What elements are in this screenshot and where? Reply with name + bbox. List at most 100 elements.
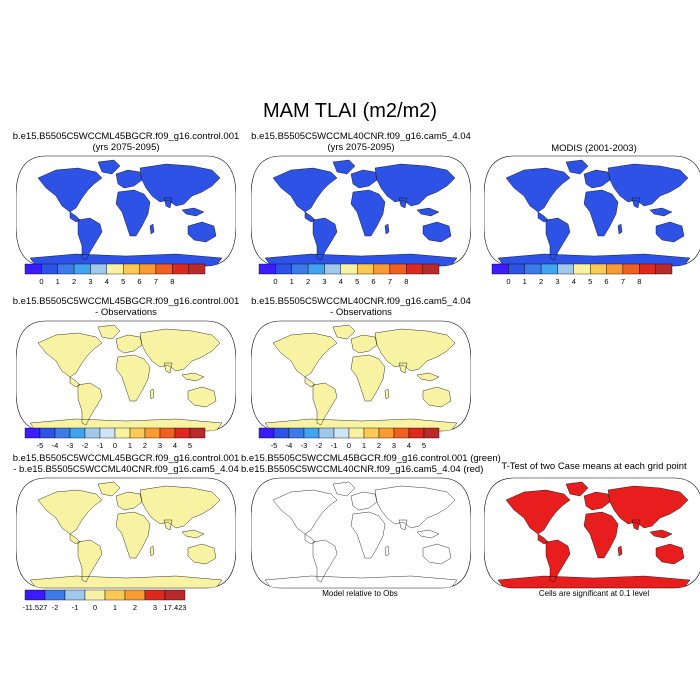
colorbar-swatch [273,427,290,439]
colorbar-label: 2 [377,441,381,450]
colorbar-label: -1 [331,441,338,450]
colorbar-label: -3 [301,441,308,450]
colorbar-swatch [54,427,71,439]
colorbar-swatch [99,427,116,439]
colorbar-swatch [159,427,176,439]
colorbar-swatch [508,263,525,275]
colorbar-label: 5 [355,277,359,286]
colorbar-swatch [174,427,191,439]
colorbar-swatch [606,263,624,275]
colorbar-label: 2 [539,277,543,286]
colorbar-swatch [540,263,558,275]
colorbar-label: 3 [322,277,326,286]
panel-title: T-Test of two Case means at each grid po… [501,461,687,472]
map-cam5-minus-obs [251,320,471,432]
panel-model-relative-to-obs: b.e15.B5505C5WCCML45BGCR.f09_g16.control… [241,453,501,593]
colorbar-swatch [90,263,108,275]
colorbar-label: 5 [121,277,125,286]
colorbar-label: 5 [188,441,192,450]
colorbar-swatch [291,263,309,275]
panel-title: b.e15.B5505C5WCCML40CNR.f09_g16.cam5_4.0… [251,296,471,318]
colorbar-label: 0 [506,277,510,286]
panel-control-abs: b.e15.B5505C5WCCML45BGCR.f09_g16.control… [13,131,239,271]
colorbar-label: 5 [422,441,426,450]
panel-control-minus-obs: b.e15.B5505C5WCCML45BGCR.f09_g16.control… [13,296,239,436]
colorbar-label: -2 [82,441,89,450]
colorbar-label: 6 [604,277,608,286]
note-model-relative: Model relative to Obs [322,589,398,598]
colorbar-label: 5 [588,277,592,286]
colorbar-swatch [423,427,440,439]
panel-title: b.e15.B5505C5WCCML45BGCR.f09_g16.control… [241,453,501,475]
colorbar-cam5-minus-obs: -5 -4 -3 -2 -1 0 1 2 3 4 5 [258,427,440,450]
map-control-minus-obs [16,320,236,432]
colorbar-label: 1 [362,441,366,450]
panel-title: b.e15.B5505C5WCCML45BGCR.f09_g16.control… [12,296,240,318]
colorbar-label: 7 [621,277,625,286]
colorbar-swatch [106,263,124,275]
colorbar-swatch [389,263,407,275]
colorbar-label: 0 [39,277,43,286]
colorbar-swatch [84,589,106,601]
colorbar-swatch [84,427,101,439]
colorbar-swatch [104,589,126,601]
panel-case-difference: b.e15.B5505C5WCCML45BGCR.f09_g16.control… [13,453,239,593]
colorbar-swatch [408,427,425,439]
map-ttest [484,477,700,589]
colorbar-label: 2 [306,277,310,286]
colorbar-swatch [39,427,56,439]
main-title: MAM TLAI (m2/m2) [262,100,438,122]
colorbar-swatch [155,263,173,275]
colorbar-case-difference: -11.527 -2 -1 0 1 2 3 17.423 [23,589,187,612]
colorbar-swatch [378,427,395,439]
colorbar-label: 4 [407,441,411,450]
colorbar-label: 1 [113,603,117,612]
panel-cam5-minus-obs: b.e15.B5505C5WCCML40CNR.f09_g16.cam5_4.0… [251,296,471,436]
colorbar-swatch [622,263,640,275]
map-cam5-abs [251,155,471,267]
colorbar-label: 4 [173,441,177,450]
colorbar-swatch [122,263,140,275]
map-case-difference [16,477,236,589]
map-model-relative-to-obs [251,477,471,589]
colorbar-label: -11.527 [23,603,48,612]
colorbar-swatch [288,427,305,439]
colorbar-control-abs: 0 1 2 3 4 5 6 7 8 [24,263,206,286]
panel-title: MODIS (2001-2003) [551,143,637,154]
colorbar-label: 4 [339,277,343,286]
colorbar-swatch [639,263,656,275]
colorbar-swatch [589,263,607,275]
colorbar-label: 2 [72,277,76,286]
colorbar-swatch [275,263,292,275]
panel-title: b.e15.B5505C5WCCML40CNR.f09_g16.cam5_4.0… [251,131,471,153]
colorbar-swatch [422,263,440,275]
colorbar-label: -2 [316,441,323,450]
colorbar-swatch [258,427,275,439]
colorbar-label: 17.423 [164,603,187,612]
colorbar-label: 6 [371,277,375,286]
colorbar-swatch [24,427,41,439]
colorbar-swatch [172,263,189,275]
colorbar-label: 8 [637,277,641,286]
colorbar-swatch [44,589,66,601]
colorbar-label: 7 [388,277,392,286]
colorbar-swatch [333,427,350,439]
colorbar-label: -4 [52,441,59,450]
colorbar-swatch [189,427,206,439]
colorbar-label: 1 [290,277,294,286]
colorbar-swatch [129,427,146,439]
colorbar-label: -5 [37,441,44,450]
colorbar-swatch [144,589,166,601]
colorbar-cam5-abs: 0 1 2 3 4 5 6 7 8 [258,263,440,286]
colorbar-label: -2 [52,603,59,612]
colorbar-swatch [373,263,391,275]
colorbar-swatch [164,589,186,601]
colorbar-label: 0 [273,277,277,286]
colorbar-label: -5 [271,441,278,450]
panel-title: b.e15.B5505C5WCCML45BGCR.f09_g16.control… [12,453,240,475]
colorbar-swatch [393,427,410,439]
colorbar-control-minus-obs: -5 -4 -3 -2 -1 0 1 2 3 4 5 [24,427,206,450]
colorbar-label: 3 [153,603,157,612]
colorbar-swatch [69,427,86,439]
colorbar-swatch [406,263,423,275]
